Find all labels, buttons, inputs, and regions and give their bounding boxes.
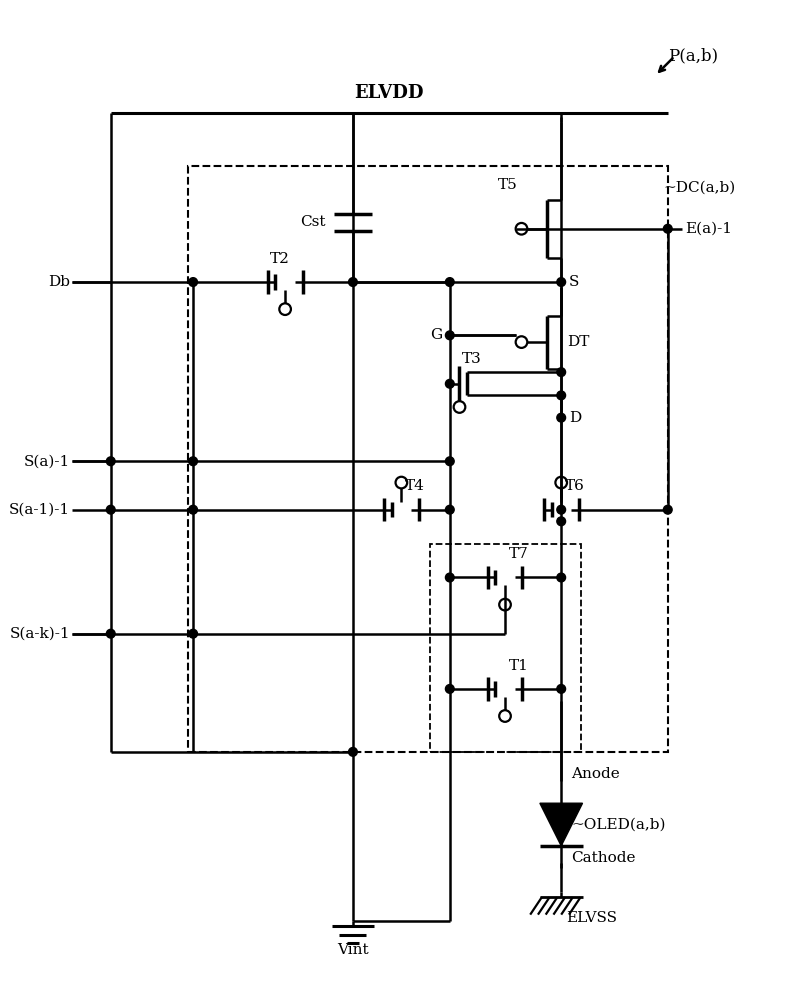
Text: Cathode: Cathode	[571, 851, 635, 865]
Text: ELVSS: ELVSS	[566, 911, 617, 925]
Text: S: S	[569, 275, 579, 289]
Text: T6: T6	[565, 479, 585, 493]
Circle shape	[106, 505, 115, 514]
Circle shape	[557, 573, 566, 582]
Circle shape	[445, 278, 454, 286]
Text: ~OLED(a,b): ~OLED(a,b)	[571, 818, 666, 832]
Text: D: D	[569, 411, 581, 425]
Text: Anode: Anode	[571, 767, 619, 781]
Text: ~DC(a,b): ~DC(a,b)	[663, 181, 735, 195]
Text: T7: T7	[509, 547, 528, 561]
Text: Vint: Vint	[337, 943, 369, 957]
Circle shape	[663, 505, 672, 514]
Text: T2: T2	[271, 252, 290, 266]
Circle shape	[189, 457, 197, 466]
Text: S(a)-1: S(a)-1	[24, 454, 70, 468]
Circle shape	[189, 278, 197, 286]
Circle shape	[445, 457, 454, 466]
Circle shape	[106, 629, 115, 638]
Text: P(a,b): P(a,b)	[668, 48, 718, 65]
Circle shape	[557, 278, 566, 286]
Text: T1: T1	[509, 659, 529, 673]
Circle shape	[189, 629, 197, 638]
Text: T3: T3	[461, 352, 481, 366]
Circle shape	[445, 379, 454, 388]
Circle shape	[445, 573, 454, 582]
Text: T4: T4	[405, 479, 425, 493]
Text: S(a-k)-1: S(a-k)-1	[10, 627, 70, 641]
Text: DT: DT	[567, 335, 590, 349]
Circle shape	[445, 505, 454, 514]
Text: T5: T5	[498, 178, 518, 192]
Text: Db: Db	[48, 275, 70, 289]
Text: Cst: Cst	[300, 215, 326, 229]
Circle shape	[106, 457, 115, 466]
Circle shape	[189, 505, 197, 514]
Text: G: G	[430, 328, 442, 342]
Circle shape	[445, 331, 454, 340]
Circle shape	[349, 278, 358, 286]
Circle shape	[349, 748, 358, 756]
Circle shape	[557, 368, 566, 376]
Circle shape	[557, 505, 566, 514]
Circle shape	[557, 413, 566, 422]
Circle shape	[557, 685, 566, 693]
Text: S(a-1)-1: S(a-1)-1	[9, 503, 70, 517]
Circle shape	[445, 685, 454, 693]
Text: ELVDD: ELVDD	[354, 84, 424, 102]
Circle shape	[557, 391, 566, 400]
Text: E(a)-1: E(a)-1	[685, 222, 733, 236]
Circle shape	[663, 224, 672, 233]
Circle shape	[557, 517, 566, 526]
Polygon shape	[540, 803, 583, 846]
